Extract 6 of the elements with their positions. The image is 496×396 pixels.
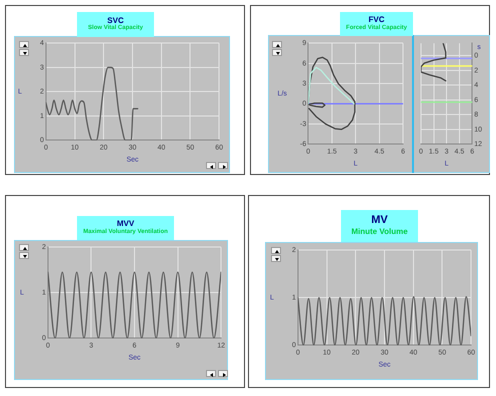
chart-title: MV xyxy=(370,214,389,228)
chart-title: SVC xyxy=(107,16,124,25)
chart-title: FVC xyxy=(368,15,386,24)
chart-subtitle: Minute Volume xyxy=(350,227,409,238)
line-series xyxy=(46,66,138,140)
chart-title: MVV xyxy=(116,219,136,228)
